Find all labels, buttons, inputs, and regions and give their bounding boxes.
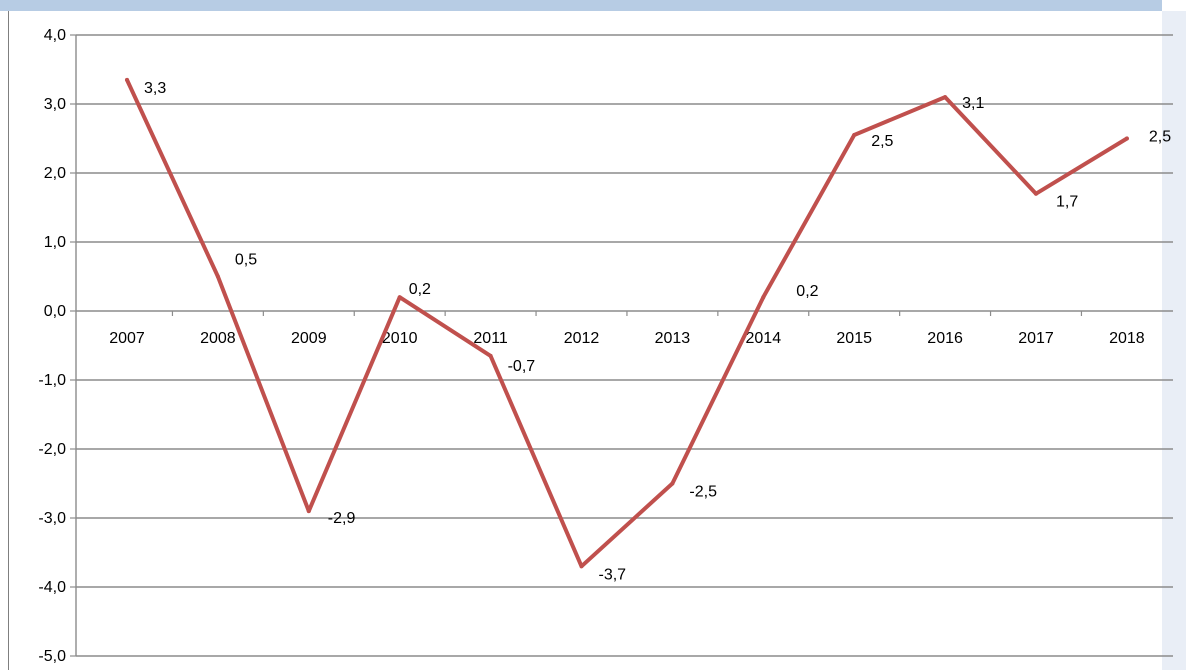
y-tick-label: 3,0 xyxy=(44,96,66,113)
data-point xyxy=(215,274,220,279)
data-point xyxy=(670,481,675,486)
y-tick-label: -3,0 xyxy=(38,510,66,527)
y-tick-label: -5,0 xyxy=(38,648,66,665)
data-label: -3,7 xyxy=(599,566,627,583)
data-point xyxy=(125,77,129,82)
x-tick-label: 2011 xyxy=(473,330,508,347)
data-point xyxy=(1034,191,1038,196)
x-tick-label: 2017 xyxy=(1018,330,1054,347)
data-point xyxy=(579,564,584,569)
x-tick-label: 2012 xyxy=(564,330,600,347)
y-tick-label: 4,0 xyxy=(44,27,66,44)
data-point xyxy=(852,133,857,138)
data-label: 3,1 xyxy=(962,95,984,112)
y-tick-label: -2,0 xyxy=(38,441,66,458)
data-labels: 3,3 0,5 -2,9 0,2 -0,7 -3,7 -2,5 0,2 2,5 3,1 1,7 2,5 xyxy=(144,80,1171,583)
window-top-bar xyxy=(0,0,1162,11)
data-label: 0,2 xyxy=(796,283,818,300)
data-label: -0,7 xyxy=(508,358,536,375)
window-left-edge xyxy=(8,11,9,670)
x-tick-label: 2016 xyxy=(927,330,963,347)
data-label: -2,9 xyxy=(328,510,356,527)
y-tick-label: 1,0 xyxy=(44,234,66,251)
data-label: 1,7 xyxy=(1056,194,1078,211)
x-axis-ticks: 2007 2008 2009 2010 2011 2012 2013 2014 2015 2016… xyxy=(109,311,1145,347)
data-point xyxy=(943,95,948,100)
x-tick-label: 2010 xyxy=(382,330,418,347)
y-tick-label: -4,0 xyxy=(38,579,66,596)
x-tick-label: 2007 xyxy=(109,330,145,347)
y-tick-label: -1,0 xyxy=(38,372,66,389)
y-tick-label: 2,0 xyxy=(44,165,66,182)
data-label: 2,5 xyxy=(1149,129,1171,146)
x-tick-label: 2014 xyxy=(746,330,782,347)
data-label: 2,5 xyxy=(871,133,893,150)
data-label: 0,5 xyxy=(235,252,257,269)
data-point xyxy=(306,509,311,514)
data-point xyxy=(761,295,766,300)
y-tick-label: 0,0 xyxy=(44,303,66,320)
x-tick-label: 2009 xyxy=(291,330,327,347)
series-line xyxy=(125,77,1129,569)
data-point xyxy=(1124,136,1129,141)
data-label: 0,2 xyxy=(409,281,431,298)
x-tick-label: 2018 xyxy=(1109,330,1145,347)
gridlines xyxy=(76,34,1173,657)
window-right-edge xyxy=(1162,11,1186,670)
data-label: 3,3 xyxy=(144,80,166,97)
y-axis-ticks: 4,0 3,0 2,0 1,0 0,0 -1,0 -2,0 -3,0 -4,0 -5,0 xyxy=(38,27,76,665)
x-tick-label: 2008 xyxy=(200,330,236,347)
x-tick-label: 2013 xyxy=(655,330,691,347)
data-label: -2,5 xyxy=(689,484,717,501)
series xyxy=(125,77,1129,569)
data-point xyxy=(397,295,402,300)
x-tick-label: 2015 xyxy=(836,330,872,347)
data-point xyxy=(488,353,493,358)
